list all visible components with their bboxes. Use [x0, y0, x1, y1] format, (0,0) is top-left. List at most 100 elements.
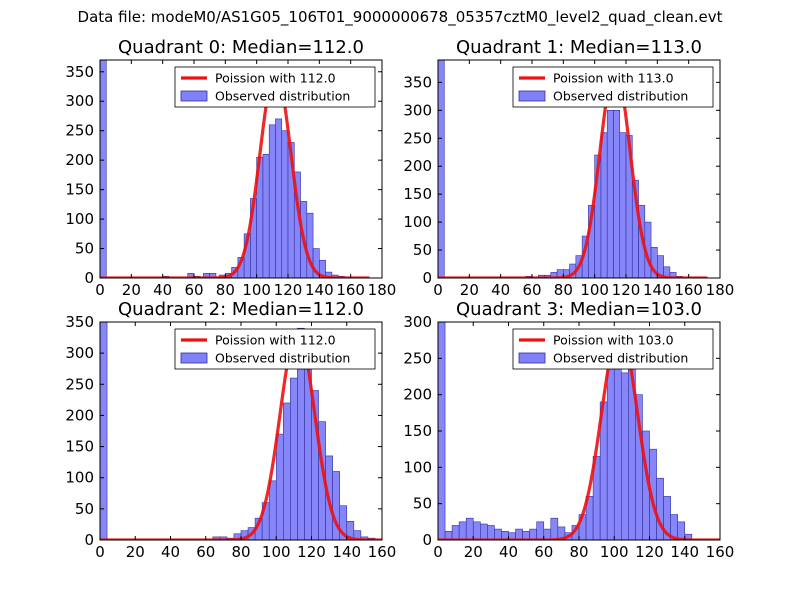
q1-xtick-label-5: 100: [580, 281, 609, 299]
q3-bar-14: [536, 521, 545, 540]
q0-xtick-label-4: 80: [216, 281, 235, 299]
q3-bar-25: [613, 358, 622, 540]
q2-xtick-label-6: 120: [297, 543, 326, 561]
q1-xtick-label-2: 40: [491, 281, 510, 299]
q2-legend-curve-label: Poission with 112.0: [215, 333, 336, 348]
q1-bar-14: [613, 110, 621, 278]
q0-bar-15: [275, 118, 283, 278]
q1-title: Quadrant 1: Median=113.0: [456, 37, 702, 58]
q1-xtick-label-9: 180: [706, 281, 735, 299]
q0-legend: Poission with 112.0 Observed distribution: [174, 66, 376, 108]
figure-suptitle: Data file: modeM0/AS1G05_106T01_90000006…: [77, 8, 723, 26]
q3-ytick-label-2: 100: [403, 458, 432, 476]
q3-legend: Poission with 103.0 Observed distribution: [512, 328, 714, 370]
q3-ytick-label-6: 300: [403, 313, 432, 331]
q0-ytick-label-6: 300: [65, 92, 94, 110]
q0-legend-bars-label: Observed distribution: [215, 89, 350, 104]
q0-xtick-label-9: 180: [368, 281, 397, 299]
q1-xtick-label-7: 140: [643, 281, 672, 299]
q2-ytick-label-4: 200: [65, 406, 94, 424]
subplot-quadrant-2: Quadrant 2: Median=112.0 0 20 40 60 80 100 120 1…: [65, 299, 396, 561]
q3-poisson-curve: [438, 329, 720, 540]
q3-xtick-label-0: 0: [433, 543, 443, 561]
q2-xtick-label-4: 80: [231, 543, 250, 561]
q3-ytick-label-5: 250: [403, 349, 432, 367]
q1-bar-12: [600, 132, 608, 278]
q1-legend: Poission with 113.0 Observed distribution: [512, 66, 714, 108]
q2-ytick-label-2: 100: [65, 469, 94, 487]
q3-bar-34: [677, 521, 686, 540]
q3-bar-13: [529, 528, 538, 540]
q2-legend: Poission with 112.0 Observed distribution: [174, 328, 376, 370]
q0-legend-curve-label: Poission with 112.0: [215, 71, 336, 86]
q1-ytick-label-4: 200: [403, 157, 432, 175]
q1-legend-bars-swatch: [518, 90, 546, 102]
q2-legend-box: [174, 328, 376, 370]
q3-xtick-label-2: 40: [499, 543, 518, 561]
q3-bar-2: [451, 525, 460, 540]
q3-bar-7: [487, 525, 495, 540]
q2-ytick-label-5: 250: [65, 375, 94, 393]
q2-legend-bars-swatch: [180, 352, 208, 364]
q2-xtick-label-3: 60: [196, 543, 215, 561]
q3-bar-11: [515, 528, 523, 540]
q2-xtick-label-1: 20: [126, 543, 145, 561]
q0-bar-5: [209, 272, 217, 278]
q2-xtick-label-7: 140: [332, 543, 361, 561]
q3-bar-5: [472, 521, 481, 540]
q1-ytick-label-1: 50: [413, 241, 432, 259]
q1-legend-curve-label: Poission with 113.0: [553, 71, 674, 86]
q0-ytick-label-4: 200: [65, 151, 94, 169]
q0-xtick-label-5: 100: [242, 281, 271, 299]
subplot-quadrant-0: Quadrant 0: Median=112.00 20 40 60 80 100 120 1…: [65, 37, 396, 299]
q1-legend-bars-label: Observed distribution: [553, 89, 688, 104]
q2-ytick-label-7: 350: [65, 313, 94, 331]
q1-axes-frame: [437, 59, 721, 279]
q3-ytick-label-0: 0: [422, 531, 432, 549]
q2-bar-12: [290, 377, 298, 540]
q3-legend-bars-label: Observed distribution: [553, 351, 688, 366]
q0-xtick-label-1: 20: [122, 281, 141, 299]
q0-xtick-label-2: 40: [153, 281, 172, 299]
q3-ytick-label-1: 50: [413, 495, 432, 513]
q2-xtick-label-5: 100: [262, 543, 291, 561]
q3-ytick-label-4: 200: [403, 386, 432, 404]
q3-xtick-label-3: 60: [534, 543, 553, 561]
q0-bar-14: [268, 124, 276, 278]
q3-xtick-label-4: 80: [569, 543, 588, 561]
q1-bar-0: [438, 60, 445, 278]
q3-legend-bars-swatch: [518, 352, 546, 364]
q0-ytick-label-2: 100: [65, 210, 94, 228]
q1-xtick-label-4: 80: [554, 281, 573, 299]
subplot-quadrant-1: Quadrant 1: Median=113.00 20 40 60 80 100 120 1…: [403, 37, 734, 299]
q1-legend-box: [512, 66, 714, 108]
q0-xtick-label-8: 160: [336, 281, 365, 299]
q0-bar-16: [281, 130, 289, 278]
q3-legend-box: [512, 328, 714, 370]
q1-ytick-label-3: 150: [403, 185, 432, 203]
q0-ytick-label-3: 150: [65, 181, 94, 199]
q0-bar-20: [306, 212, 314, 278]
q1-xtick-label-8: 160: [674, 281, 703, 299]
q1-xtick-label-6: 120: [612, 281, 641, 299]
q2-bar-0: [100, 322, 108, 540]
q2-bar-11: [282, 402, 291, 540]
q2-xtick-label-2: 40: [161, 543, 180, 561]
q3-ytick-label-3: 150: [403, 422, 432, 440]
q1-bar-15: [619, 132, 627, 278]
q0-legend-bars-swatch: [180, 90, 208, 102]
q3-bar-26: [620, 372, 629, 540]
subplot-quadrant-3: Quadrant 3: Median=103.0 0 20 40 60 80 100 120 1…: [403, 299, 734, 561]
q2-xtick-label-0: 0: [95, 543, 105, 561]
q1-ytick-label-6: 300: [403, 101, 432, 119]
q3-bar-8: [494, 528, 502, 540]
q0-xtick-label-7: 140: [305, 281, 334, 299]
q2-title: Quadrant 2: Median=112.0: [118, 299, 364, 320]
q2-ytick-label-3: 150: [65, 438, 94, 456]
q0-title: Quadrant 0: Median=112.0: [118, 37, 364, 58]
q2-ytick-label-1: 50: [75, 500, 94, 518]
q1-xtick-label-0: 0: [433, 281, 443, 299]
q1-xtick-label-1: 20: [460, 281, 479, 299]
